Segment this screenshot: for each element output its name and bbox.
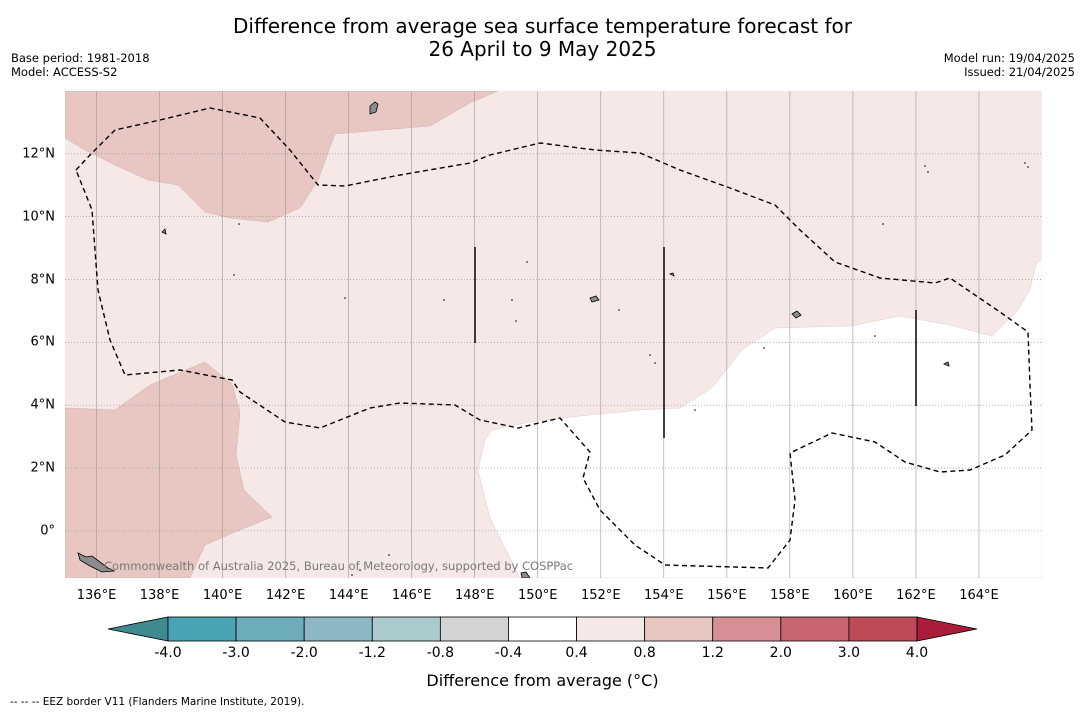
colorbar-segment [848, 616, 918, 642]
copyright-credit: Commonwealth of Australia 2025, Bureau o… [104, 559, 574, 573]
lat-tick-label: 6°N [30, 334, 56, 350]
base-period: Base period: 1981-2018 [11, 51, 150, 65]
band-neutral-region [477, 258, 1042, 578]
model-name: Model: ACCESS-S2 [11, 65, 118, 79]
lat-tick-label: 12°N [22, 146, 55, 162]
colorbar-tick-label: -1.2 [358, 645, 386, 661]
lon-tick-label: 164°E [959, 588, 999, 603]
island-dots [233, 162, 1029, 576]
colorbar-segment [508, 616, 577, 642]
lat-tick-label: 2°N [30, 460, 56, 476]
map-gridlines [65, 91, 1042, 578]
colorbar-extend-high [916, 616, 978, 642]
colorbar-segment [644, 616, 714, 642]
colorbar-segment [712, 616, 782, 642]
lon-tick-label: 158°E [770, 588, 810, 603]
lon-tick-label: 148°E [454, 588, 495, 603]
colorbar-title: Difference from average (°C) [426, 671, 659, 690]
lon-tick-label: 142°E [265, 588, 306, 603]
colorbar-segment [167, 616, 237, 642]
band-0-8-to-1-2-southwest [65, 361, 273, 578]
colorbar-segment [371, 616, 441, 642]
colorbar-tick-label: -4.0 [154, 645, 182, 661]
colorbar-tick-label: 1.2 [701, 645, 724, 661]
lon-tick-label: 150°E [517, 588, 558, 603]
colorbar-segment [780, 616, 850, 642]
lon-tick-label: 138°E [139, 588, 180, 603]
colorbar-extend-low [107, 616, 169, 642]
lon-tick-label: 152°E [581, 588, 621, 603]
colorbar-segment [303, 616, 373, 642]
lat-tick-label: 4°N [30, 397, 56, 413]
lat-tick-label: 0° [40, 523, 55, 539]
colorbar-segment [439, 616, 509, 642]
lon-tick-label: 156°E [707, 588, 747, 603]
lon-tick-label: 144°E [328, 588, 369, 603]
lat-tick-label: 8°N [30, 272, 56, 288]
chart-title-line1: Difference from average sea surface temp… [232, 14, 852, 38]
lon-tick-label: 140°E [202, 588, 243, 603]
eez-footnote: -- -- -- EEZ border V11 (Flanders Marine… [10, 696, 305, 708]
colorbar-tick-label: 3.0 [837, 645, 861, 661]
colorbar-tick-label: -3.0 [222, 645, 250, 661]
eez-border [75, 107, 1033, 569]
colorbar-segment [576, 616, 646, 642]
colorbar-tick-label: -0.8 [426, 645, 455, 661]
issued-date: Issued: 21/04/2025 [964, 65, 1075, 79]
model-run: Model run: 19/04/2025 [943, 51, 1075, 65]
lat-tick-label: 10°N [22, 209, 55, 225]
colorbar-tick-label: 0.8 [633, 645, 656, 661]
colorbar-tick-label: 0.4 [565, 645, 588, 661]
chart-title-line2: 26 April to 9 May 2025 [428, 37, 657, 61]
colorbar-tick-label: 4.0 [905, 645, 929, 661]
lon-tick-label: 160°E [833, 588, 873, 603]
lon-tick-label: 146°E [391, 588, 432, 603]
colorbar [107, 616, 978, 642]
forecast-marker-lines [474, 247, 917, 438]
colorbar-tick-label: 2.0 [769, 645, 792, 661]
lon-tick-label: 154°E [644, 588, 684, 603]
lon-tick-label: 162°E [896, 588, 936, 603]
lon-tick-label: 136°E [76, 588, 117, 603]
colorbar-segment [235, 616, 305, 642]
islands [77, 101, 950, 578]
colorbar-tick-label: -2.0 [290, 645, 318, 661]
colorbar-tick-label: -0.4 [494, 645, 523, 661]
band-0-8-to-1-2-north [65, 91, 499, 223]
